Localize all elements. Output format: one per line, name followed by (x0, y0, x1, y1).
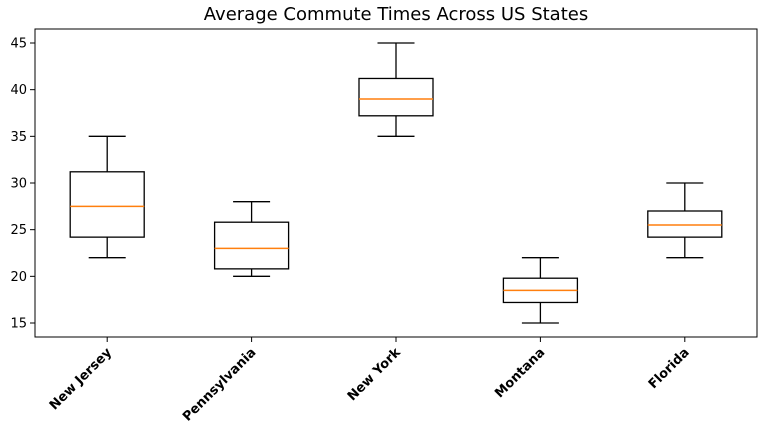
x-tick-label: New Jersey (47, 345, 115, 413)
box-group (358, 42, 434, 137)
box-iqr (69, 171, 145, 238)
x-tick-label: Pennsylvania (180, 345, 259, 424)
y-tick-label: 20 (10, 270, 27, 285)
x-axis: New Jersey Pennsylvania New York Montana Flo… (47, 337, 693, 425)
box-group (502, 257, 579, 324)
y-tick-label: 35 (10, 130, 27, 145)
box-iqr (213, 221, 290, 270)
x-tick-label: Montana (492, 345, 548, 401)
x-tick-label: Florida (646, 345, 693, 392)
x-tick-label: New York (345, 345, 404, 404)
box-group (69, 135, 145, 259)
box-iqr (647, 210, 723, 238)
y-tick-label: 25 (10, 223, 27, 238)
y-tick-label: 40 (10, 83, 27, 98)
box-group (647, 182, 723, 259)
y-tick-label: 15 (10, 317, 27, 332)
box-iqr (358, 77, 434, 117)
boxes (69, 42, 723, 324)
y-tick-label: 45 (10, 37, 27, 52)
chart-title: Average Commute Times Across US States (204, 4, 588, 25)
y-tick-label: 30 (10, 177, 27, 192)
box-group (213, 201, 290, 277)
y-axis: 15 20 25 30 35 40 45 (10, 37, 35, 332)
